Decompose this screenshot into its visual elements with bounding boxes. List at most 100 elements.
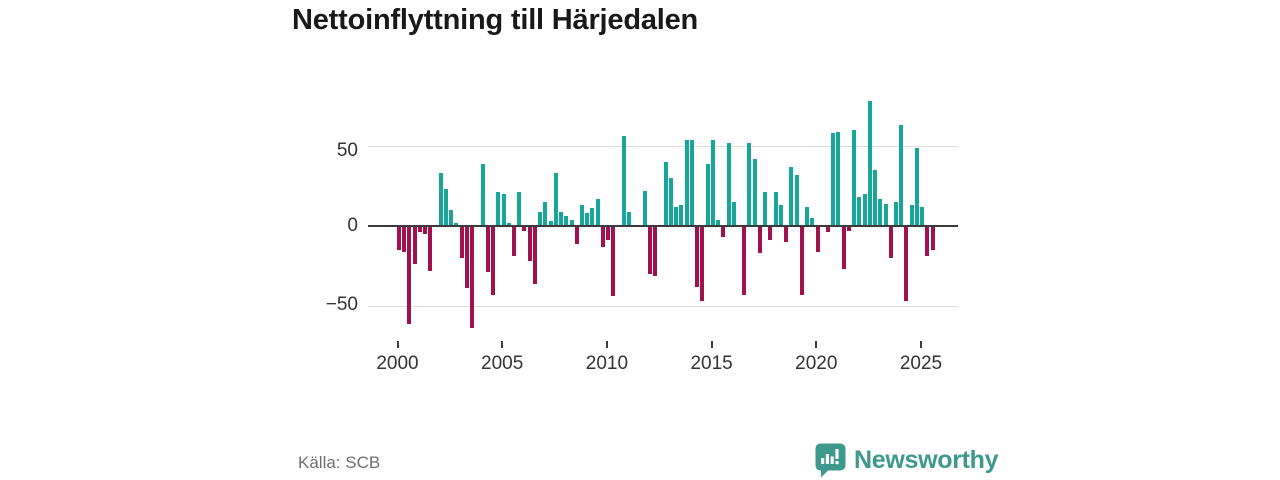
bar bbox=[470, 226, 475, 329]
bar bbox=[538, 211, 543, 226]
bar bbox=[679, 205, 684, 226]
bar bbox=[548, 221, 553, 226]
bar bbox=[721, 226, 726, 238]
bar bbox=[491, 226, 495, 295]
bar bbox=[810, 218, 815, 226]
x-tick-label: 2020 bbox=[795, 353, 838, 374]
bar bbox=[663, 162, 668, 226]
bar bbox=[852, 130, 857, 226]
bar bbox=[768, 226, 773, 241]
bar bbox=[621, 136, 626, 226]
bar bbox=[684, 139, 689, 226]
bar bbox=[920, 206, 925, 226]
source-label: Källa: SCB bbox=[298, 453, 381, 472]
bar bbox=[443, 189, 448, 226]
gridline-minus50 bbox=[368, 306, 958, 307]
bar bbox=[695, 226, 700, 287]
bar bbox=[705, 163, 710, 226]
x-tick bbox=[501, 341, 504, 348]
bar bbox=[459, 226, 464, 258]
x-tick-label: 2005 bbox=[481, 353, 524, 374]
bar bbox=[454, 222, 459, 226]
bar bbox=[522, 226, 527, 231]
bar bbox=[789, 166, 794, 226]
bar bbox=[517, 192, 522, 226]
bar bbox=[564, 216, 569, 226]
chart-title: Nettoinflyttning till Härjedalen bbox=[292, 4, 699, 36]
bar bbox=[590, 208, 595, 226]
bar bbox=[428, 226, 433, 271]
bar bbox=[894, 202, 898, 226]
bar bbox=[914, 147, 919, 226]
bar bbox=[778, 205, 783, 226]
bar bbox=[501, 194, 506, 226]
bar bbox=[883, 203, 888, 226]
zero-axis-line bbox=[368, 225, 958, 227]
bar bbox=[899, 125, 904, 226]
bar bbox=[511, 226, 516, 257]
bar bbox=[506, 222, 511, 226]
x-tick-label: 2025 bbox=[899, 353, 943, 374]
bar bbox=[480, 163, 485, 226]
bar bbox=[396, 226, 401, 250]
y-tick-label-minus50: −50 bbox=[325, 294, 358, 315]
x-tick-label: 2000 bbox=[376, 353, 419, 374]
bar bbox=[407, 226, 412, 324]
bar bbox=[580, 205, 584, 226]
bar bbox=[496, 192, 501, 226]
bar bbox=[417, 226, 422, 233]
bar bbox=[799, 226, 804, 295]
bar bbox=[532, 226, 537, 284]
bar bbox=[553, 173, 558, 226]
bar bbox=[585, 213, 590, 226]
bar bbox=[611, 226, 616, 297]
x-tick-label: 2015 bbox=[690, 353, 733, 374]
bar bbox=[543, 202, 548, 226]
bar bbox=[485, 226, 490, 273]
bar bbox=[438, 173, 443, 226]
bar bbox=[689, 139, 694, 226]
bar bbox=[642, 190, 647, 226]
bar bbox=[423, 226, 427, 234]
y-tick-label-50: 50 bbox=[336, 140, 358, 161]
bar bbox=[794, 174, 799, 226]
bar bbox=[716, 219, 720, 226]
bar bbox=[925, 226, 930, 257]
newsworthy-logo: Newsworthy bbox=[814, 442, 999, 478]
x-tick bbox=[396, 341, 399, 348]
gridline-plus50 bbox=[368, 146, 958, 147]
bar bbox=[763, 192, 768, 226]
newsworthy-logo-text: Newsworthy bbox=[854, 445, 999, 474]
bar bbox=[600, 226, 605, 247]
bar bbox=[752, 158, 757, 226]
bar bbox=[862, 194, 867, 226]
bar bbox=[402, 226, 406, 252]
x-tick bbox=[815, 341, 818, 348]
bar bbox=[653, 226, 658, 276]
bar bbox=[888, 226, 893, 258]
bar bbox=[873, 170, 877, 226]
x-tick bbox=[710, 341, 713, 348]
bar bbox=[805, 206, 809, 226]
bar bbox=[559, 211, 563, 226]
bar bbox=[574, 226, 579, 244]
newsworthy-logo-icon bbox=[815, 443, 846, 478]
bar bbox=[784, 226, 789, 242]
bar bbox=[731, 202, 736, 226]
bar bbox=[464, 226, 469, 289]
bar bbox=[841, 226, 846, 270]
bar bbox=[825, 226, 830, 233]
y-tick-label-0: 0 bbox=[347, 215, 358, 236]
bar bbox=[648, 226, 652, 274]
bar bbox=[595, 198, 600, 226]
bar bbox=[742, 226, 747, 295]
bar bbox=[836, 131, 841, 226]
bar bbox=[710, 139, 715, 226]
bar bbox=[757, 226, 762, 254]
bar bbox=[700, 226, 705, 302]
bar bbox=[527, 226, 532, 262]
bar bbox=[747, 142, 752, 226]
bar bbox=[412, 226, 417, 265]
bar bbox=[815, 226, 820, 252]
